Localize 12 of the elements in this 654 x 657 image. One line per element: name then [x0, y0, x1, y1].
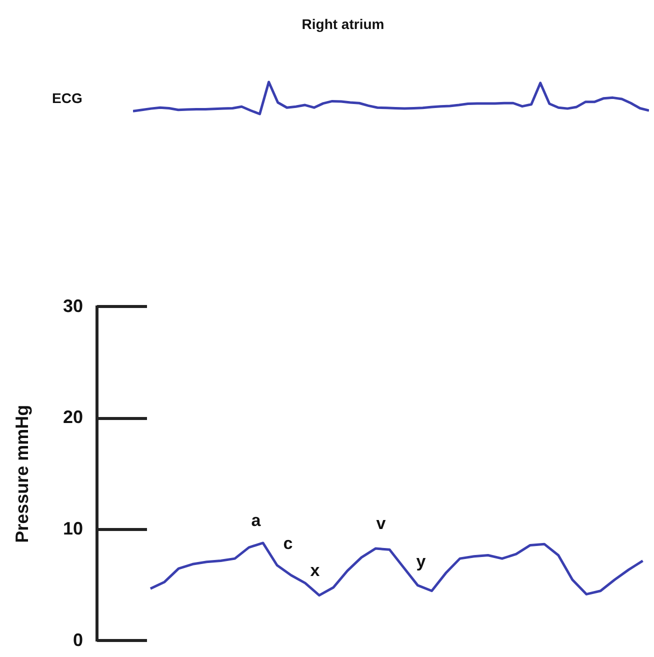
- y-tick-label: 20: [62, 407, 83, 428]
- chart-title: Right atrium: [300, 16, 386, 32]
- annotation: v: [375, 514, 387, 534]
- y-axis-title: ECG: [52, 89, 82, 107]
- y-tick-label: 0: [72, 630, 83, 650]
- annotation: c: [282, 534, 294, 554]
- y-tick-label: 30: [62, 296, 83, 316]
- y-tick-label: 10: [62, 518, 83, 539]
- annotation: y: [415, 552, 427, 572]
- annotation: a: [250, 511, 262, 531]
- annotation: x: [309, 561, 321, 581]
- y-axis-title: Pressure mmHg: [12, 404, 32, 543]
